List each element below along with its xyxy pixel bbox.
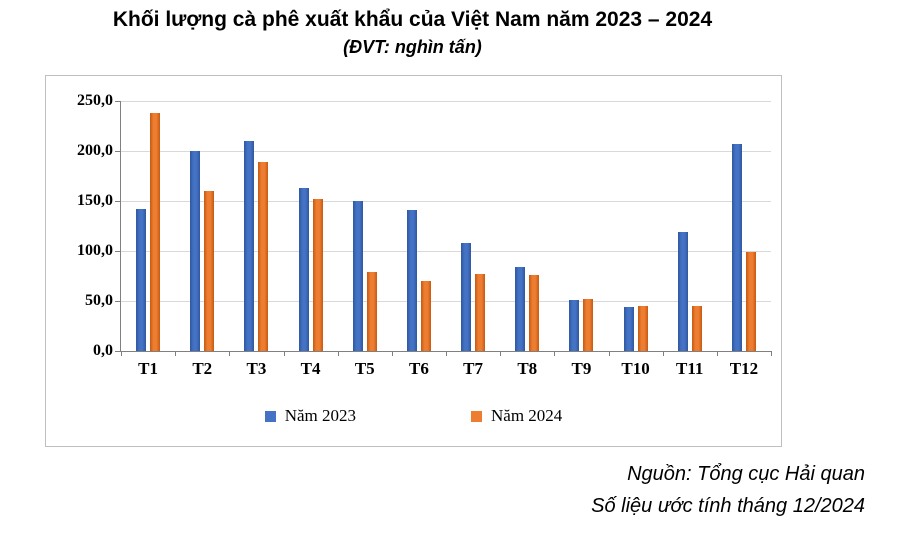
bar-năm-2024-t11: [691, 306, 702, 351]
x-tick-4: [337, 351, 339, 356]
source-line-1: Nguồn: Tổng cục Hải quan: [627, 463, 865, 485]
bar-năm-2023-t10: [623, 307, 634, 351]
x-tick-2: [229, 351, 231, 356]
bar-năm-2023-t9: [569, 300, 580, 351]
x-tick-12: [771, 351, 772, 356]
source-note: Nguồn: Tổng cục Hải quan Số liệu ước tín…: [45, 458, 865, 522]
gridline-100,0: [121, 251, 771, 252]
bar-năm-2023-t7: [461, 243, 472, 351]
page-title: Khối lượng cà phê xuất khẩu của Việt Nam…: [112, 8, 713, 31]
chart: 0,0 50,0 100,0 150,0 200,0 250,0 T1 T2 T3 T4 T5 T6 T…: [45, 75, 782, 447]
bar-năm-2023-t12: [731, 144, 742, 351]
y-axis-label-0,0: 0,0: [93, 342, 113, 359]
x-axis-label-t11: T11: [676, 359, 704, 378]
bar-năm-2024-t10: [637, 306, 648, 351]
bar-năm-2023-t5: [352, 201, 363, 351]
bar-năm-2023-t3: [244, 141, 255, 351]
y-axis-line: [120, 101, 121, 351]
x-axis-label-t12: T12: [729, 359, 759, 378]
x-tick-5: [391, 351, 393, 356]
x-axis-label-t7: T7: [463, 359, 483, 378]
x-axis-label-t2: T2: [192, 359, 213, 378]
x-tick-8: [554, 351, 556, 356]
x-axis-line: [120, 351, 771, 352]
y-axis-label-200,0: 200,0: [77, 142, 113, 159]
bar-năm-2024-t4: [312, 199, 323, 351]
legend-swatch-năm-2023: [264, 410, 276, 422]
y-axis-label-150,0: 150,0: [77, 192, 113, 209]
y-tick-0,0: [115, 351, 120, 352]
legend: Năm 2023 Năm 2024: [46, 406, 781, 426]
y-tick-150,0: [115, 201, 120, 202]
x-tick-0: [121, 351, 122, 356]
legend-item-năm-2023: Năm 2023: [264, 406, 356, 426]
y-axis-label-50,0: 50,0: [85, 292, 113, 309]
bar-năm-2024-t5: [366, 272, 377, 351]
y-tick-250,0: [115, 101, 120, 102]
x-axis-label-t5: T5: [354, 359, 375, 378]
bar-năm-2024-t9: [583, 299, 594, 351]
x-axis-label-t1: T1: [138, 359, 158, 378]
x-axis-label-t6: T6: [408, 359, 429, 378]
x-tick-1: [175, 351, 177, 356]
bar-năm-2024-t12: [745, 252, 756, 351]
y-axis-label-250,0: 250,0: [77, 92, 113, 109]
x-axis-label-t3: T3: [246, 359, 267, 378]
bar-năm-2024-t7: [475, 274, 486, 351]
x-tick-11: [716, 351, 718, 356]
x-tick-9: [608, 351, 610, 356]
gridline-50,0: [121, 301, 771, 302]
bar-năm-2023-t2: [190, 151, 201, 351]
bar-năm-2023-t6: [406, 210, 417, 351]
legend-label-năm-2024: Năm 2024: [491, 406, 563, 425]
x-axis-label-t10: T10: [621, 359, 650, 378]
bar-năm-2024-t8: [529, 275, 540, 351]
bar-năm-2023-t11: [677, 232, 688, 351]
chart-header: Khối lượng cà phê xuất khẩu của Việt Nam…: [0, 6, 825, 60]
gridline-250,0: [121, 101, 771, 102]
bar-năm-2024-t3: [258, 162, 269, 351]
gridline-200,0: [121, 151, 771, 152]
legend-label-năm-2023: Năm 2023: [284, 406, 356, 425]
gridline-150,0: [121, 201, 771, 202]
x-tick-7: [500, 351, 502, 356]
bar-năm-2023-t1: [136, 209, 147, 351]
x-axis-label-t8: T8: [517, 359, 538, 378]
x-axis-label-t9: T9: [571, 359, 592, 378]
y-tick-100,0: [115, 251, 120, 252]
plot-area: 0,0 50,0 100,0 150,0 200,0 250,0 T1 T2 T3 T4 T5 T6 T…: [77, 92, 772, 378]
bar-năm-2024-t1: [150, 113, 161, 351]
x-tick-6: [446, 351, 447, 356]
bar-năm-2023-t8: [515, 267, 526, 351]
y-tick-50,0: [115, 301, 120, 302]
x-axis-label-t4: T4: [300, 359, 321, 378]
page-subtitle: (ĐVT: nghìn tấn): [343, 37, 482, 57]
x-tick-3: [283, 351, 285, 356]
source-line-2: Số liệu ước tính tháng 12/2024: [591, 495, 865, 517]
bar-năm-2024-t2: [204, 191, 215, 351]
legend-swatch-năm-2024: [471, 410, 482, 422]
x-tick-10: [662, 351, 664, 356]
y-tick-200,0: [115, 151, 120, 152]
bar-năm-2024-t6: [420, 281, 431, 351]
legend-item-năm-2024: Năm 2024: [471, 406, 562, 426]
bar-năm-2023-t4: [298, 188, 309, 351]
y-axis-label-100,0: 100,0: [77, 242, 113, 259]
